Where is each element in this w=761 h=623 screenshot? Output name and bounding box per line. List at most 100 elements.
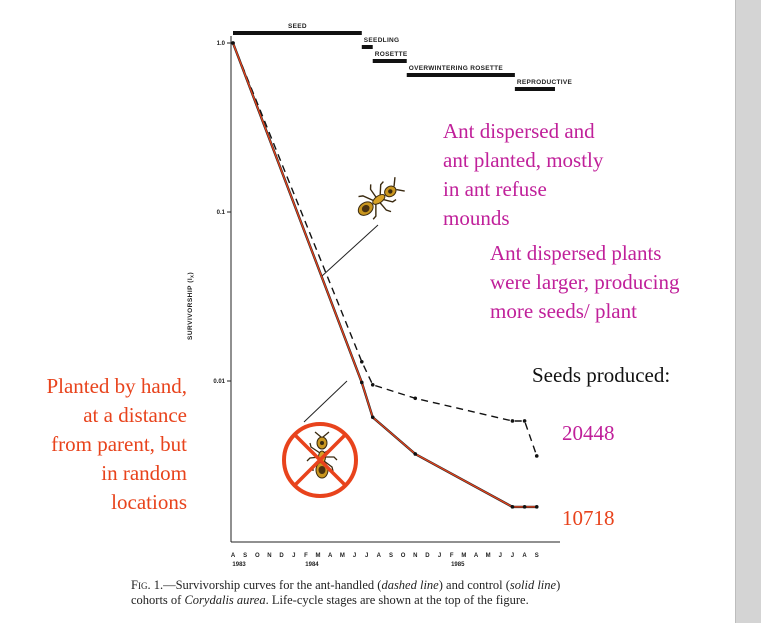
x-tick-label: J	[511, 553, 514, 559]
data-point	[370, 382, 375, 387]
stage-label: ROSETTE	[375, 51, 408, 58]
data-point	[522, 419, 527, 423]
x-tick-label: M	[486, 553, 491, 559]
x-tick-label: S	[389, 553, 393, 559]
pointer-line-dashed	[321, 224, 379, 277]
annotation-line: mounds	[443, 206, 510, 230]
x-ticks: A S O N D J F M A M J J A S O N D J F M A M J J A S 1983 1984 1985	[231, 553, 539, 568]
annotation-line: locations	[111, 490, 187, 514]
x-tick-label: D	[425, 553, 430, 559]
x-tick-label: A	[522, 553, 527, 559]
stage-label: OVERWINTERING ROSETTE	[409, 65, 504, 72]
chart-axes	[230, 36, 560, 543]
stage-label: SEEDLING	[364, 37, 400, 44]
stage-bar	[372, 59, 407, 63]
caption-label: Fig. 1.	[131, 578, 164, 592]
annotation-line: Ant dispersed plants	[490, 241, 662, 265]
seeds-ant-value: 20448	[562, 421, 615, 445]
x-tick-label: M	[461, 553, 466, 559]
x-tick-label: O	[401, 553, 406, 559]
x-tick-label: A	[377, 553, 382, 559]
stage-bar	[406, 73, 515, 77]
caption-text: . Life-cycle stages are shown at the top…	[265, 593, 529, 607]
year-label: 1985	[451, 562, 465, 568]
x-tick-label: J	[438, 553, 441, 559]
annotation-line: Planted by hand,	[46, 374, 187, 398]
seeds-hand-value: 10718	[562, 506, 615, 530]
x-tick-label: N	[267, 553, 271, 559]
caption-text: —Survivorship curves for the ant-handled…	[163, 578, 382, 592]
x-tick-label: J	[292, 553, 295, 559]
data-point	[534, 454, 539, 458]
data-point	[522, 505, 527, 509]
figure-caption: Fig. 1.—Survivorship curves for the ant-…	[131, 578, 661, 608]
x-tick-label: J	[499, 553, 502, 559]
caption-text: )	[556, 578, 561, 592]
caption-text: cohorts of	[131, 593, 185, 607]
x-tick-label: M	[316, 553, 321, 559]
annotation-line: in ant refuse	[443, 177, 547, 201]
annotation-line: from parent, but	[51, 432, 187, 456]
stage-bar	[361, 45, 373, 49]
data-point	[359, 380, 364, 385]
pointer-line-solid	[303, 380, 348, 423]
x-tick-label: D	[279, 553, 284, 559]
x-tick-label: F	[304, 553, 308, 559]
y-axis-label-sub: x	[190, 275, 196, 278]
x-tick-label: A	[328, 553, 333, 559]
annotation-line: at a distance	[83, 403, 187, 427]
series-lines	[231, 41, 539, 509]
caption-solid: solid line	[509, 578, 557, 592]
caption-dashed: dashed line	[381, 578, 439, 592]
ant-icon	[357, 177, 405, 220]
annotation-line: more seeds/ plant	[490, 299, 637, 323]
y-axis-label-close: )	[187, 272, 194, 275]
caption-species: Corydalis aurea	[184, 593, 266, 607]
data-point	[413, 452, 418, 456]
annotation-line: Ant dispersed and	[443, 119, 595, 143]
data-point	[413, 396, 418, 401]
no-ant-icon	[282, 422, 358, 498]
data-point	[534, 505, 539, 509]
caption-text: ) and control (	[438, 578, 510, 592]
data-point	[370, 415, 375, 420]
stage-bar	[514, 87, 555, 91]
y-tick-label: 0.1	[217, 210, 226, 216]
x-tick-label: M	[340, 553, 345, 559]
right-scrollbar-panel[interactable]	[735, 0, 761, 623]
prohibition-circle	[282, 422, 358, 498]
x-tick-label: F	[450, 553, 454, 559]
x-tick-label: A	[474, 553, 479, 559]
data-point	[359, 359, 364, 364]
stage-bar	[233, 31, 362, 35]
y-tick-label: 1.0	[217, 41, 226, 47]
hand-planted-annotation: Planted by hand, at a distance from pare…	[14, 372, 187, 517]
data-point	[510, 505, 515, 509]
ant-planted-annotation: Ant dispersed and ant planted, mostly in…	[443, 117, 603, 233]
year-label: 1984	[305, 562, 319, 568]
annotation-line: ant planted, mostly	[443, 148, 604, 172]
data-point	[510, 419, 515, 423]
year-label: 1983	[232, 562, 246, 568]
x-tick-label: S	[243, 553, 247, 559]
x-tick-label: N	[413, 553, 417, 559]
x-tick-label: J	[353, 553, 356, 559]
larger-plants-annotation: Ant dispersed plants were larger, produc…	[490, 239, 679, 326]
x-tick-label: O	[255, 553, 260, 559]
y-axis-label: SURVIVORSHIP (lx)	[187, 272, 196, 340]
y-axis-label-main: SURVIVORSHIP (l	[187, 278, 194, 340]
data-point	[231, 41, 235, 45]
x-tick-label: S	[535, 553, 539, 559]
annotation-line: in random	[101, 461, 187, 485]
stage-label: REPRODUCTIVE	[517, 79, 573, 86]
cross-line-2	[293, 433, 347, 487]
y-ticks: 1.0 0.1 0.01	[213, 41, 231, 385]
x-tick-label: J	[365, 553, 368, 559]
y-tick-label: 0.01	[213, 379, 225, 385]
seeds-produced-label: Seeds produced:	[532, 363, 671, 387]
annotation-line: were larger, producing	[490, 270, 680, 294]
stage-label: SEED	[288, 23, 307, 30]
x-tick-label: A	[231, 553, 236, 559]
